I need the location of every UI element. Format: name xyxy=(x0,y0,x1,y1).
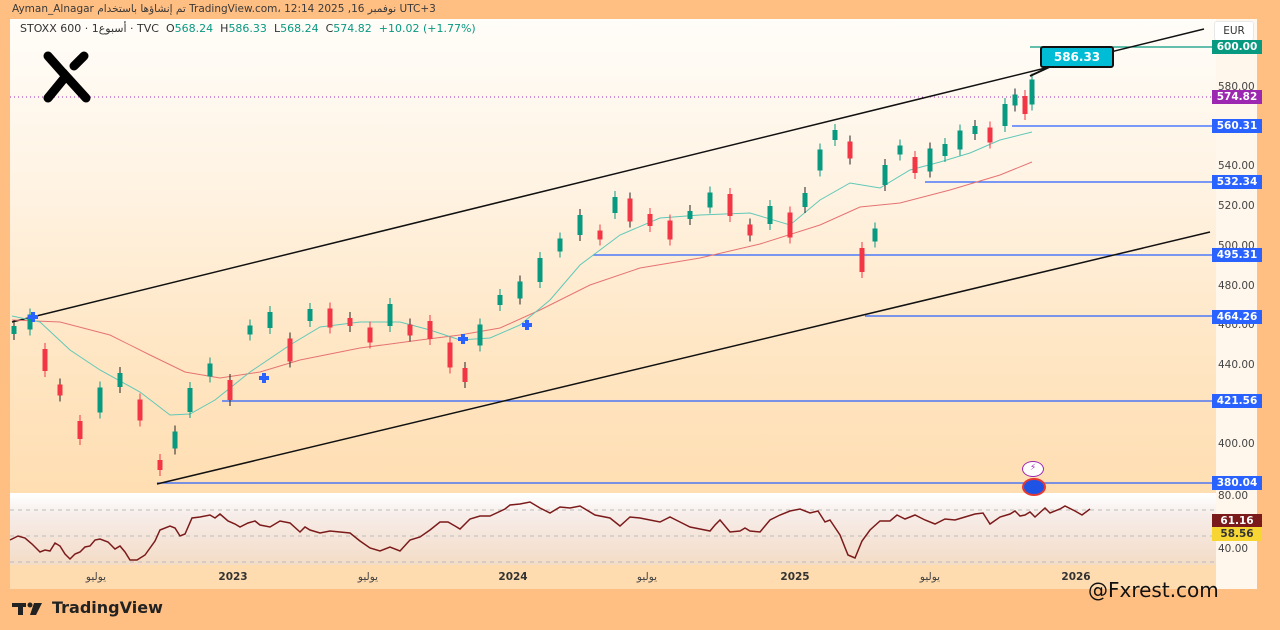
slow-ma-line xyxy=(11,161,1033,379)
lightning-icon[interactable]: ⚡ xyxy=(1022,461,1044,477)
time-label: يوليو xyxy=(636,571,658,583)
price-tick: 520.00 xyxy=(1218,200,1255,212)
chart-attribution: Ayman_Alnagar تم إنشاؤها باستخدام Tradin… xyxy=(12,3,436,15)
level-badge: 495.31 xyxy=(1212,248,1262,262)
level-badge: 421.56 xyxy=(1212,394,1262,408)
economic-event-icon[interactable] xyxy=(1022,478,1046,496)
rsi-tick: 40.00 xyxy=(1218,543,1249,555)
rsi-value-badge: 61.16 xyxy=(1212,514,1262,528)
price-axis[interactable] xyxy=(1216,19,1257,589)
horizontal-levels xyxy=(157,46,1214,484)
price-tick: 400.00 xyxy=(1218,438,1255,450)
ohlc-legend: STOXX 600 · 1أسبوع · TVC O568.24 H586.33… xyxy=(20,22,476,35)
cross-markers xyxy=(28,312,532,383)
last-price-badge: 574.82 xyxy=(1212,90,1262,104)
symbol-label[interactable]: STOXX 600 · 1أسبوع · TVC xyxy=(20,22,159,35)
price-tick: 480.00 xyxy=(1218,280,1255,292)
high-value: 586.33 xyxy=(228,22,267,35)
price-channel xyxy=(11,28,1211,485)
time-label: يوليو xyxy=(919,571,941,583)
time-label: يوليو xyxy=(85,571,107,583)
close-value: 574.82 xyxy=(333,22,372,35)
level-badge: 380.04 xyxy=(1212,476,1262,490)
change-value: +10.02 (+1.77%) xyxy=(378,22,476,35)
price-tick: 540.00 xyxy=(1218,160,1255,172)
price-tick: 440.00 xyxy=(1218,359,1255,371)
watermark: @Fxrest.com xyxy=(1088,578,1219,602)
time-label: 2025 xyxy=(780,571,810,583)
rsi-bands xyxy=(10,509,1214,563)
price-callout[interactable]: 586.33 xyxy=(1040,46,1114,68)
level-badge: 560.31 xyxy=(1212,119,1262,133)
rsi-line xyxy=(9,501,1091,561)
open-value: 568.24 xyxy=(174,22,214,35)
rsi-signal-badge: 58.56 xyxy=(1212,527,1262,541)
time-label: يوليو xyxy=(357,571,379,583)
rsi-pane[interactable] xyxy=(10,495,1216,565)
tradingview-logo-icon xyxy=(12,602,42,615)
level-badge: 532.34 xyxy=(1212,175,1262,189)
time-label: 2024 xyxy=(498,571,528,583)
low-value: 568.24 xyxy=(280,22,319,35)
currency-button[interactable]: EUR xyxy=(1214,21,1254,41)
tradingview-logo: TradingView xyxy=(12,598,163,617)
time-label: 2023 xyxy=(218,571,248,583)
brand-x-logo-icon xyxy=(43,51,91,103)
level-badge-600: 600.00 xyxy=(1212,40,1262,54)
time-axis[interactable]: يوليو 2023 يوليو 2024 يوليو 2025 يوليو 2… xyxy=(10,565,1216,589)
level-badge: 464.26 xyxy=(1212,310,1262,324)
time-label: 2026 xyxy=(1061,571,1091,583)
candlesticks xyxy=(11,73,1035,476)
fast-ma-line xyxy=(11,131,1033,416)
rsi-tick: 80.00 xyxy=(1218,490,1249,502)
